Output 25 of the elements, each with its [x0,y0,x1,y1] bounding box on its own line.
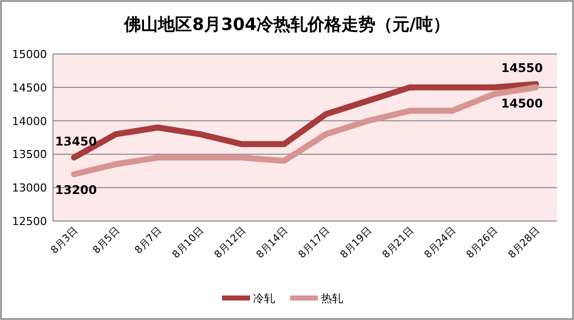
x-tick-label: 8月26日 [464,225,500,261]
x-tick-label: 8月12日 [212,225,248,261]
y-tick-label: 14500 [12,81,47,94]
x-tick-label: 8月19日 [338,225,374,261]
data-label: 14500 [501,96,543,110]
data-label: 14550 [501,61,543,76]
chart-title: 佛山地区8月304冷热轧价格走势（元/吨） [123,15,450,35]
legend-label: 冷轧 [253,292,275,305]
y-tick-label: 15000 [12,48,47,61]
y-tick-label: 13500 [12,148,47,162]
x-tick-label: 8月7日 [133,225,164,256]
y-tick-label: 13000 [12,182,47,195]
y-tick-label: 12500 [12,215,47,228]
x-tick-label: 8月3日 [49,225,80,256]
x-tick-label: 8月10日 [170,225,206,261]
x-tick-label: 8月24日 [422,225,458,261]
x-tick-label: 8月5日 [91,225,122,256]
data-label: 13450 [55,134,97,149]
x-tick-label: 8月14日 [254,225,290,261]
data-label: 13200 [55,183,97,198]
x-tick-label: 8月28日 [506,225,542,261]
legend-label: 热轧 [321,292,343,305]
x-tick-label: 8月21日 [380,225,416,261]
y-tick-label: 14000 [12,114,47,128]
x-tick-label: 8月17日 [296,225,332,261]
